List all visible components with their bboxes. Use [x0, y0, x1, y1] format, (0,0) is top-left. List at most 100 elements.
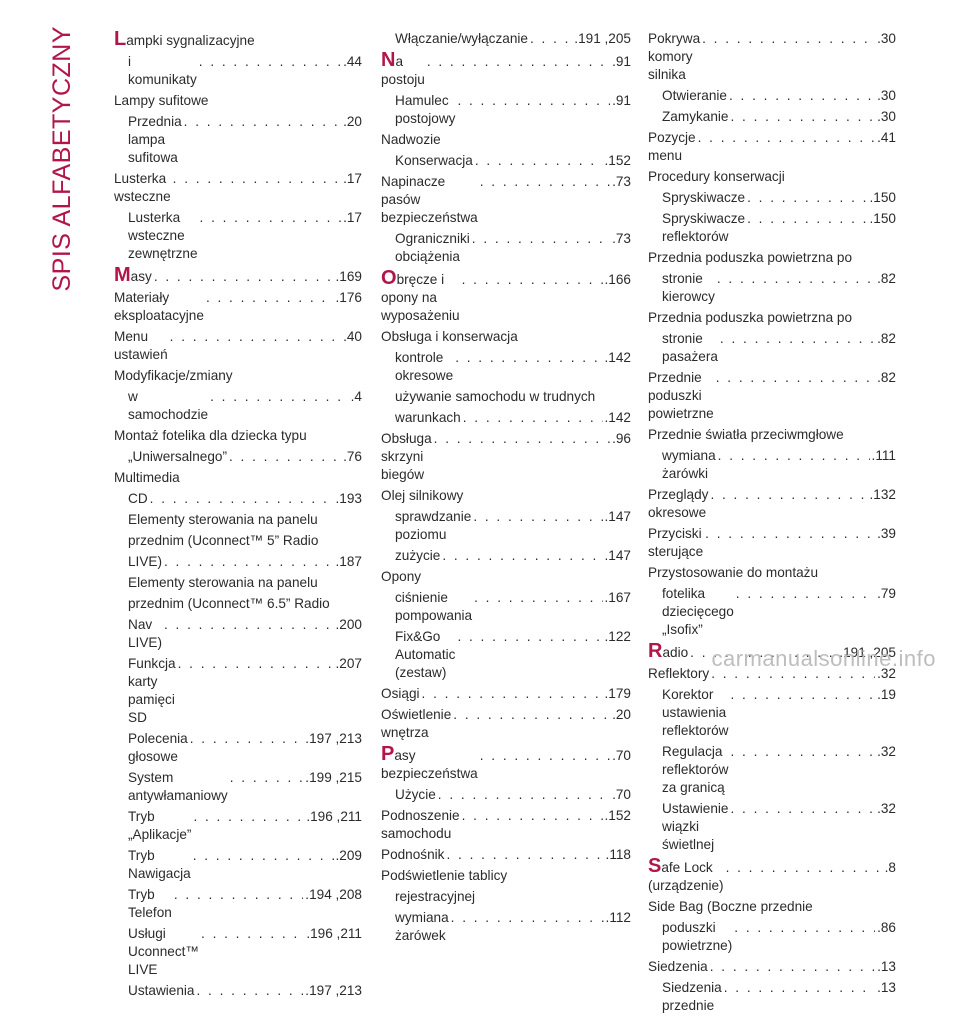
index-entry-text: Polecenia głosowe	[128, 731, 188, 764]
dot-leader	[164, 616, 334, 634]
index-entry-text: stronie pasażera	[662, 331, 718, 364]
index-entry: Elementy sterowania na panelu	[114, 511, 362, 529]
page-number: .197 ,213	[305, 983, 362, 998]
page-number: .70	[612, 787, 631, 802]
index-entry-text: Masy	[114, 265, 152, 286]
page-number: .150	[869, 211, 896, 226]
index-entry-text: przednim (Uconnect™ 6.5” Radio	[128, 596, 330, 611]
dot-leader	[698, 129, 875, 147]
index-entry: Przystosowanie do montażu	[648, 564, 896, 582]
index-entry: Pasy bezpieczeństwa .70	[381, 744, 631, 783]
index-entry-text: Ograniczniki obciążenia	[395, 231, 470, 264]
page-number: .32	[877, 801, 896, 816]
dot-leader	[462, 271, 603, 289]
index-entry: Włączanie/wyłączanie .191 ,205	[381, 30, 631, 48]
page-number: .169	[335, 269, 362, 284]
index-entry: kontrole okresowe .142	[381, 349, 631, 385]
index-entry: Tryb Nawigacja .209	[114, 847, 362, 883]
index-entry-text: Siedzenia przednie	[662, 980, 722, 1013]
page-number: .86	[877, 920, 896, 935]
page-number: .40	[343, 329, 362, 344]
page-number: .30	[877, 88, 896, 103]
index-entry-text: w samochodzie	[128, 389, 209, 422]
index-entry: Ustawienie wiązki świetlnej .32	[648, 800, 896, 854]
index-entry: Osiągi .179	[381, 685, 631, 703]
index-entry-text: Przyciski sterujące	[648, 526, 704, 559]
index-entry-text: CD	[128, 491, 148, 506]
index-entry: Olej silnikowy	[381, 487, 631, 505]
index-entry: Obsługa skrzyni biegów .96	[381, 430, 631, 484]
index-entry-text: Hamulec postojowy	[395, 93, 456, 126]
index-letter: S	[648, 855, 662, 877]
index-entry-text: Modyfikacje/zmiany	[114, 368, 233, 383]
page-number: .200	[335, 617, 362, 632]
index-entry: Modyfikacje/zmiany	[114, 367, 362, 385]
page-number: .82	[877, 271, 896, 286]
page-number: .4	[350, 389, 362, 404]
index-entry: Przednie światła przeciwmgłowe	[648, 426, 896, 444]
dot-leader	[173, 170, 341, 188]
page-number: .73	[612, 174, 631, 189]
index-entry-text: zużycie	[395, 548, 441, 563]
index-entry-text: Pasy bezpieczeństwa	[381, 744, 478, 783]
dot-leader	[710, 958, 875, 976]
index-entry-label: bręcze i opony na wyposażeniu	[381, 272, 460, 323]
index-entry: i komunikaty .44	[114, 53, 362, 89]
index-entry: Polecenia głosowe .197 ,213	[114, 730, 362, 766]
dot-leader	[446, 846, 603, 864]
page-number: .118	[605, 847, 631, 862]
dot-leader	[736, 585, 875, 603]
index-entry: stronie kierowcy .82	[648, 270, 896, 306]
page-number: .187	[335, 554, 362, 569]
index-entry-text: Safe Lock (urządzenie)	[648, 855, 724, 895]
index-entry-text: i komunikaty	[128, 54, 197, 87]
index-entry-text: Na postoju	[381, 50, 425, 89]
dot-leader	[473, 508, 602, 526]
index-entry-text: rejestracyjnej	[395, 889, 476, 904]
dot-leader	[717, 270, 875, 288]
index-entry: Montaż fotelika dla dziecka typu	[114, 427, 362, 445]
index-column-3: Pokrywa komory silnika.30Otwieranie.30Za…	[648, 30, 896, 1018]
dot-leader	[747, 210, 867, 228]
index-column-2: Włączanie/wyłączanie .191 ,205 Na postoju.…	[381, 30, 631, 948]
index-entry-text: wymiana żarówki	[662, 448, 716, 481]
dot-leader	[229, 448, 341, 466]
dot-leader	[730, 686, 875, 704]
page-number: .17	[343, 210, 362, 225]
index-entry-text: Przeglądy okresowe	[648, 487, 709, 520]
index-entry: Korektor ustawienia reflektorów .19	[648, 686, 896, 740]
index-entry-text: przednim (Uconnect™ 5” Radio	[128, 533, 319, 548]
page-number: .191 ,205	[574, 31, 631, 46]
dot-leader	[190, 730, 304, 748]
page-number: .13	[877, 959, 896, 974]
page-number: .194 ,208	[305, 887, 362, 902]
index-entry: Nadwozie	[381, 131, 631, 149]
index-entry: Przednia poduszka powietrzna po	[648, 309, 896, 327]
index-entry: Ograniczniki obciążenia .73	[381, 230, 631, 266]
page-number: .91	[612, 54, 631, 69]
dot-leader	[174, 886, 303, 904]
index-entry: Obręcze i opony na wyposażeniu .166	[381, 268, 631, 325]
index-entry-text: Olej silnikowy	[381, 488, 464, 503]
index-entry: Siedzenia .13	[648, 958, 896, 976]
page-number: .191 ,205	[839, 645, 896, 660]
index-entry: Podświetlenie tablicy	[381, 867, 631, 885]
index-entry-text: Korektor ustawienia reflektorów	[662, 687, 729, 738]
page-number: .152	[604, 808, 631, 823]
index-entry: Reflektory .32	[648, 665, 896, 683]
page-number: .209	[335, 848, 362, 863]
page-number: .96	[612, 431, 631, 446]
index-entry-text: Side Bag (Boczne przednie	[648, 899, 813, 914]
index-entry: Przyciski sterujące .39	[648, 525, 896, 561]
index-entry: Użycie .70	[381, 786, 631, 804]
index-entry-text: Reflektory	[648, 666, 710, 681]
dot-leader	[422, 685, 603, 703]
page-number: .147	[604, 548, 631, 563]
dot-leader	[462, 807, 603, 825]
index-entry-text: Pozycje menu	[648, 130, 696, 163]
index-entry: Podnoszenie samochodu .152	[381, 807, 631, 843]
page-number: .147	[604, 509, 631, 524]
dot-leader	[457, 92, 610, 110]
index-entry-label: asy	[130, 269, 152, 284]
index-entry-text: Montaż fotelika dla dziecka typu	[114, 428, 307, 443]
